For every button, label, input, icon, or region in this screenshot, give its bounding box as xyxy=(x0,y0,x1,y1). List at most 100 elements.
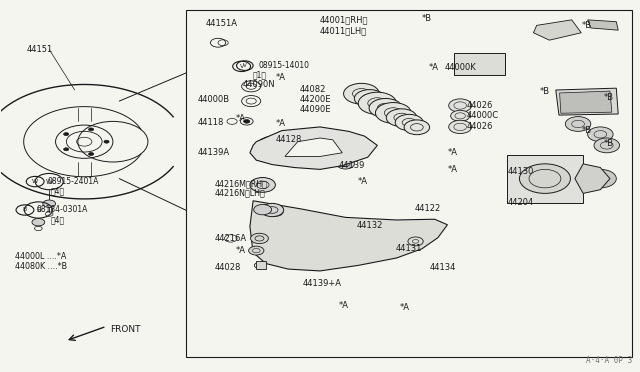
Polygon shape xyxy=(285,138,342,157)
Bar xyxy=(186,10,632,357)
Text: 44000C: 44000C xyxy=(467,111,499,121)
Text: 4、: 4、 xyxy=(51,215,65,224)
Bar xyxy=(507,155,583,203)
Bar xyxy=(256,261,266,269)
Text: *B: *B xyxy=(604,139,614,148)
Circle shape xyxy=(451,110,470,121)
Bar xyxy=(454,53,505,75)
Text: V: V xyxy=(243,63,246,68)
Circle shape xyxy=(88,128,93,131)
Text: *A: *A xyxy=(275,119,285,128)
Circle shape xyxy=(104,140,109,143)
Text: 08915-2401A: 08915-2401A xyxy=(48,177,99,186)
Text: *A: *A xyxy=(399,303,410,312)
Circle shape xyxy=(387,109,417,126)
Circle shape xyxy=(369,99,402,118)
Circle shape xyxy=(355,90,385,108)
Circle shape xyxy=(594,138,620,153)
Text: 44118: 44118 xyxy=(198,118,224,126)
Text: 08915-14010: 08915-14010 xyxy=(258,61,309,70)
Polygon shape xyxy=(556,88,618,115)
Text: 44134: 44134 xyxy=(429,263,456,272)
Polygon shape xyxy=(588,20,618,30)
Circle shape xyxy=(449,99,472,112)
Text: 44026: 44026 xyxy=(467,122,493,131)
Text: B: B xyxy=(36,207,41,213)
Text: *B: *B xyxy=(604,93,614,102)
Text: *A: *A xyxy=(236,246,246,255)
Text: *A: *A xyxy=(447,165,458,174)
Text: *B: *B xyxy=(540,87,550,96)
Text: 44204: 44204 xyxy=(508,198,534,207)
Circle shape xyxy=(88,153,93,155)
Polygon shape xyxy=(534,20,581,40)
Circle shape xyxy=(250,233,268,244)
Text: 44132: 44132 xyxy=(357,221,383,230)
Circle shape xyxy=(244,119,250,123)
Circle shape xyxy=(337,159,355,169)
Text: 08184-0301A: 08184-0301A xyxy=(36,205,88,215)
Text: W: W xyxy=(32,179,38,184)
Text: *B: *B xyxy=(581,21,591,30)
Circle shape xyxy=(404,120,429,135)
Circle shape xyxy=(259,138,276,148)
Polygon shape xyxy=(250,201,447,271)
Text: 44151: 44151 xyxy=(27,45,53,54)
Text: A·4·A 0P 3: A·4·A 0P 3 xyxy=(586,356,632,365)
Text: *A: *A xyxy=(447,148,458,157)
Text: 44090N: 44090N xyxy=(243,80,275,89)
Text: 44139+A: 44139+A xyxy=(302,279,341,288)
Text: 44216N〈LH〉: 44216N〈LH〉 xyxy=(215,189,266,198)
Circle shape xyxy=(565,116,591,131)
Text: 44000L ....*A: 44000L ....*A xyxy=(15,251,67,261)
Text: 44000K: 44000K xyxy=(444,63,476,72)
Text: 44028: 44028 xyxy=(215,263,241,272)
Circle shape xyxy=(250,177,275,192)
Text: *A: *A xyxy=(275,73,285,82)
Circle shape xyxy=(358,92,396,114)
Circle shape xyxy=(63,148,68,151)
Circle shape xyxy=(248,246,264,255)
Text: 44128: 44128 xyxy=(275,135,302,144)
Text: 44000B: 44000B xyxy=(198,95,230,104)
Text: *B: *B xyxy=(422,13,432,22)
Text: 44216M〈RH〉: 44216M〈RH〉 xyxy=(215,179,268,188)
Text: 44216A: 44216A xyxy=(215,234,247,243)
Polygon shape xyxy=(250,127,378,169)
Circle shape xyxy=(63,133,68,135)
Text: 44001〈RH〉: 44001〈RH〉 xyxy=(320,15,369,24)
Circle shape xyxy=(376,103,411,123)
Text: 44200E: 44200E xyxy=(300,95,331,104)
Circle shape xyxy=(253,205,271,215)
Text: 44011〈LH〉: 44011〈LH〉 xyxy=(320,26,367,35)
Text: W: W xyxy=(45,179,52,185)
Text: *A: *A xyxy=(236,114,246,123)
Text: B: B xyxy=(23,208,27,212)
Text: 44130: 44130 xyxy=(508,167,534,176)
Circle shape xyxy=(32,218,45,226)
Circle shape xyxy=(520,164,570,193)
Text: 44122: 44122 xyxy=(414,203,440,213)
Circle shape xyxy=(588,127,613,142)
Circle shape xyxy=(260,136,284,150)
Text: *B: *B xyxy=(581,126,591,135)
Polygon shape xyxy=(575,164,610,193)
Text: FRONT: FRONT xyxy=(109,326,140,334)
Circle shape xyxy=(584,169,616,188)
Text: *A: *A xyxy=(358,177,368,186)
Text: 44151A: 44151A xyxy=(205,19,237,28)
Text: 44082: 44082 xyxy=(300,85,326,94)
Circle shape xyxy=(449,120,472,134)
Text: 1、: 1、 xyxy=(253,71,267,80)
Circle shape xyxy=(395,114,423,131)
Text: 44131: 44131 xyxy=(395,244,422,253)
Text: 44090E: 44090E xyxy=(300,105,331,114)
Text: 44139: 44139 xyxy=(339,161,365,170)
Circle shape xyxy=(43,200,56,208)
Text: V: V xyxy=(239,64,244,69)
Text: 44080K ....*B: 44080K ....*B xyxy=(15,262,68,271)
Text: 44139A: 44139A xyxy=(198,148,230,157)
Polygon shape xyxy=(467,57,502,72)
Polygon shape xyxy=(559,91,612,113)
Circle shape xyxy=(260,203,284,217)
